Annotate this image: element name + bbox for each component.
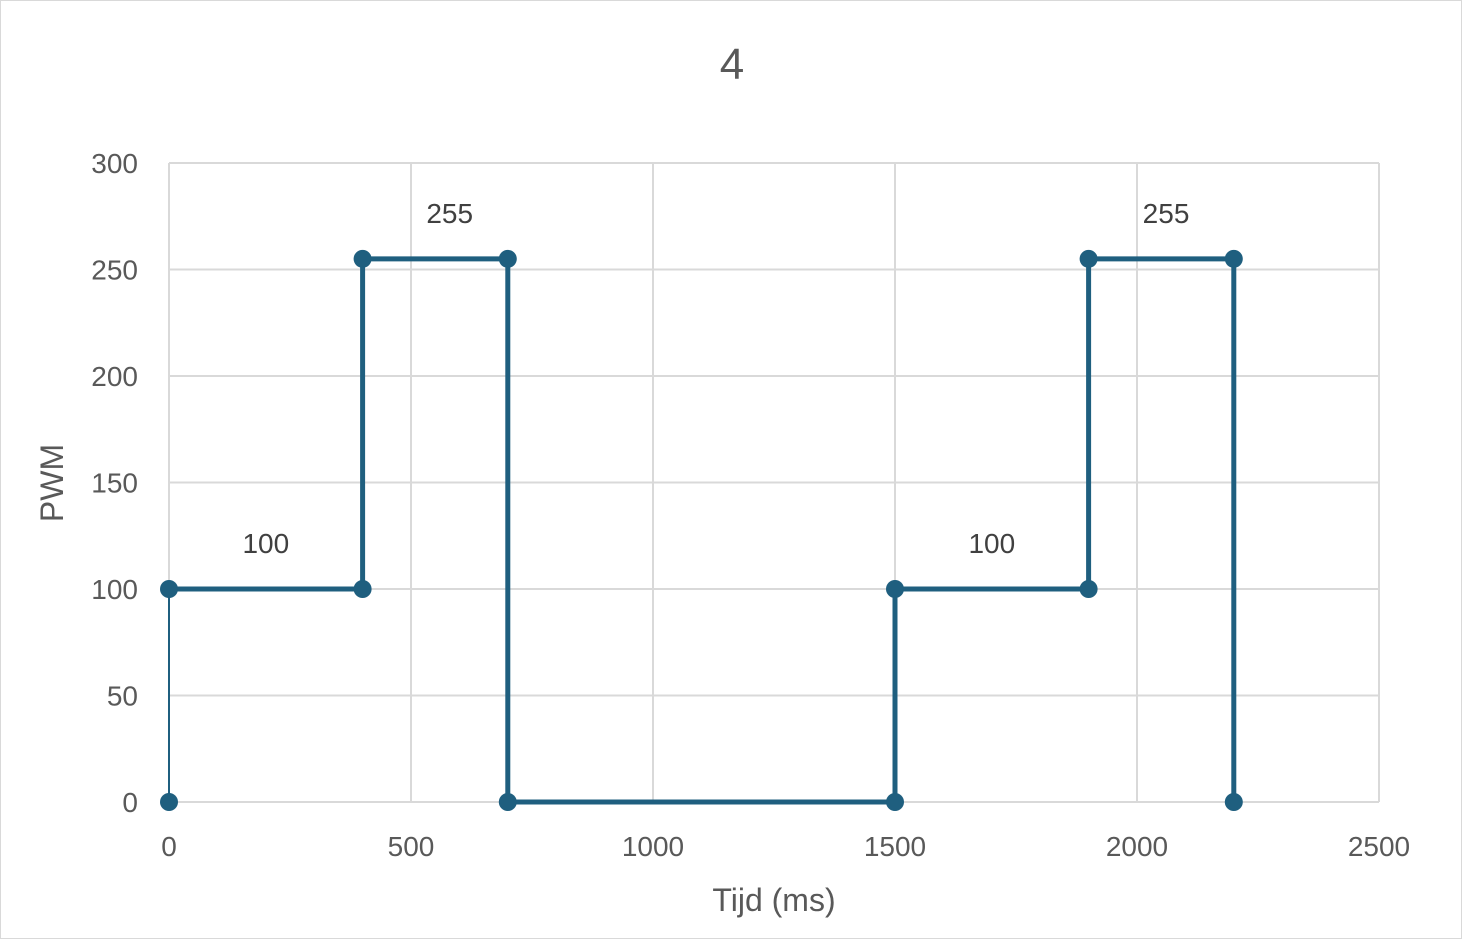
data-label: 255 [1143, 198, 1190, 229]
y-axis-title: PWM [34, 444, 70, 522]
x-tick-label: 1500 [864, 831, 926, 862]
x-axis-title: Tijd (ms) [712, 882, 835, 918]
data-point [1079, 580, 1098, 598]
data-label: 100 [242, 528, 289, 559]
data-label: 100 [968, 528, 1015, 559]
tick-labels: 0 50 100 150 200 250 300 0 500 1000 1500 2000 2500 [91, 148, 1410, 862]
data-labels: 100 255 100 255 [242, 198, 1189, 559]
series-line [166, 256, 1237, 805]
y-tick-label: 150 [91, 468, 138, 499]
y-tick-label: 250 [91, 255, 138, 286]
chart-title: 4 [720, 40, 744, 89]
data-point [886, 580, 904, 598]
x-tick-label: 0 [161, 831, 177, 862]
y-tick-label: 50 [107, 681, 138, 712]
data-point [886, 793, 904, 811]
data-point [160, 580, 178, 598]
data-point [1224, 793, 1243, 811]
data-points [160, 249, 1243, 811]
data-point [498, 249, 517, 268]
y-tick-label: 300 [91, 148, 138, 179]
data-point [1224, 249, 1243, 268]
y-tick-label: 0 [122, 787, 138, 818]
y-tick-label: 100 [91, 574, 138, 605]
x-tick-label: 2000 [1106, 831, 1168, 862]
x-tick-label: 2500 [1348, 831, 1410, 862]
data-label: 255 [426, 198, 473, 229]
data-point [353, 249, 372, 268]
data-point [1079, 249, 1098, 268]
x-tick-label: 500 [388, 831, 435, 862]
data-point [498, 793, 517, 811]
y-tick-label: 200 [91, 361, 138, 392]
data-point [160, 793, 178, 811]
x-tick-label: 1000 [622, 831, 684, 862]
data-point [353, 580, 372, 598]
